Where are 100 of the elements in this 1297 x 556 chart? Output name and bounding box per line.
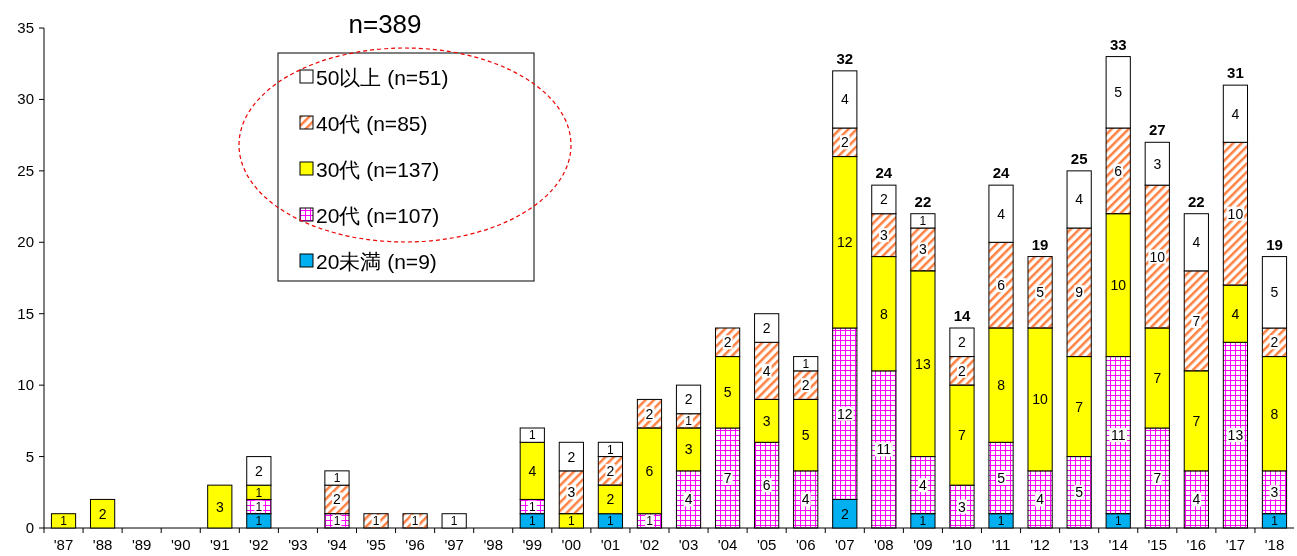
data-label: 5 [723, 384, 732, 401]
data-label: 4 [997, 205, 1006, 222]
x-tick-label: '12 [1030, 536, 1050, 553]
y-tick-label: 30 [17, 90, 34, 108]
legend-label: 30代 (n=137) [316, 158, 440, 181]
x-tick-label: '98 [483, 536, 503, 553]
total-label: 22 [1188, 192, 1205, 210]
x-tick-label: '11 [991, 536, 1011, 553]
total-label: 32 [836, 49, 854, 67]
data-label: 13 [915, 355, 931, 372]
data-label: 4 [1192, 234, 1201, 251]
data-label: 1 [919, 514, 927, 529]
data-label: 1 [60, 514, 68, 529]
data-label: 1 [646, 514, 654, 529]
data-label: 7 [1192, 312, 1201, 329]
total-label: 14 [953, 307, 971, 324]
total-label: 24 [992, 164, 1011, 182]
data-label: 2 [723, 334, 732, 351]
data-label: 7 [958, 427, 967, 444]
y-tick-label: 15 [17, 304, 34, 322]
data-label: 12 [836, 234, 853, 251]
data-label: 2 [254, 462, 263, 479]
data-label: 6 [997, 277, 1006, 294]
x-tick-label: '16 [1186, 536, 1207, 553]
data-label: 2 [762, 320, 771, 337]
data-label: 6 [1114, 162, 1123, 179]
x-tick-label: '94 [327, 536, 347, 553]
data-label: 4 [1231, 305, 1240, 322]
x-tick-label: '07 [835, 536, 855, 553]
data-label: 4 [762, 362, 771, 379]
bar [1144, 141, 1170, 186]
data-label: 2 [606, 462, 615, 479]
data-label: 2 [958, 362, 967, 379]
x-tick-label: '92 [249, 536, 269, 553]
data-label: 3 [958, 498, 967, 515]
data-label: 2 [567, 448, 576, 465]
total-label: 33 [1109, 35, 1127, 53]
total-label: 24 [875, 164, 893, 182]
data-label: 9 [1075, 284, 1084, 301]
x-tick-label: '91 [210, 536, 230, 553]
data-label: 4 [1036, 491, 1045, 508]
data-label: 8 [997, 377, 1006, 394]
data-label: 1 [1271, 514, 1279, 529]
data-label: 6 [762, 477, 771, 494]
data-label: 5 [1270, 284, 1279, 301]
data-label: 4 [1192, 491, 1201, 508]
data-label: 8 [879, 305, 888, 322]
x-tick-label: '06 [795, 536, 816, 553]
data-label: 1 [372, 514, 380, 529]
x-tick-label: '01 [600, 536, 621, 553]
y-tick-label: 25 [17, 161, 34, 179]
data-label: 1 [802, 357, 810, 372]
data-label: 1 [997, 514, 1005, 529]
data-label: 3 [215, 498, 224, 515]
x-tick-label: '97 [444, 536, 464, 553]
data-label: 1 [607, 442, 615, 457]
data-label: 4 [1075, 191, 1084, 208]
x-tick-label: '02 [639, 536, 660, 553]
data-label: 4 [919, 477, 928, 494]
data-label: 1 [528, 499, 536, 514]
data-label: 3 [1270, 484, 1279, 501]
data-label: 12 [836, 405, 853, 422]
x-tick-label: '03 [678, 536, 699, 553]
data-label: 3 [879, 227, 888, 244]
data-label: 2 [958, 334, 967, 351]
data-label: 4 [801, 491, 810, 508]
y-tick-label: 0 [25, 519, 34, 536]
data-label: 4 [528, 462, 537, 479]
data-label: 8 [1270, 405, 1279, 422]
x-tick-label: '95 [366, 536, 386, 553]
data-label: 3 [684, 441, 693, 458]
data-label: 4 [1231, 105, 1240, 122]
data-label: 1 [255, 499, 263, 514]
data-label: 7 [1153, 370, 1162, 387]
data-label: 1 [255, 514, 263, 529]
data-label: 1 [255, 485, 263, 500]
data-label: 11 [1110, 427, 1126, 444]
data-label: 6 [645, 462, 654, 479]
data-label: 7 [1075, 398, 1084, 415]
data-label: 5 [1114, 84, 1123, 101]
data-label: 10 [1032, 391, 1049, 408]
x-tick-label: '09 [913, 536, 933, 553]
x-tick-label: '93 [288, 536, 308, 553]
data-label: 13 [1227, 427, 1244, 444]
data-label: 2 [879, 191, 888, 208]
data-label: 7 [1153, 470, 1162, 487]
data-label: 3 [1153, 155, 1162, 172]
legend-label: 50以上 (n=51) [316, 66, 449, 89]
data-label: 7 [1192, 412, 1201, 429]
x-tick-label: '15 [1147, 536, 1168, 553]
legend-label: 20代 (n=107) [316, 204, 440, 227]
x-tick-label: '08 [874, 536, 894, 553]
x-tick-label: '99 [522, 536, 543, 553]
data-label: 1 [568, 514, 575, 529]
total-label: 27 [1148, 121, 1166, 139]
legend-label: 40代 (n=85) [316, 112, 428, 135]
data-label: 5 [997, 470, 1006, 487]
data-label: 5 [1036, 284, 1045, 301]
total-label: 19 [1031, 235, 1049, 253]
y-tick-label: 10 [17, 376, 34, 394]
